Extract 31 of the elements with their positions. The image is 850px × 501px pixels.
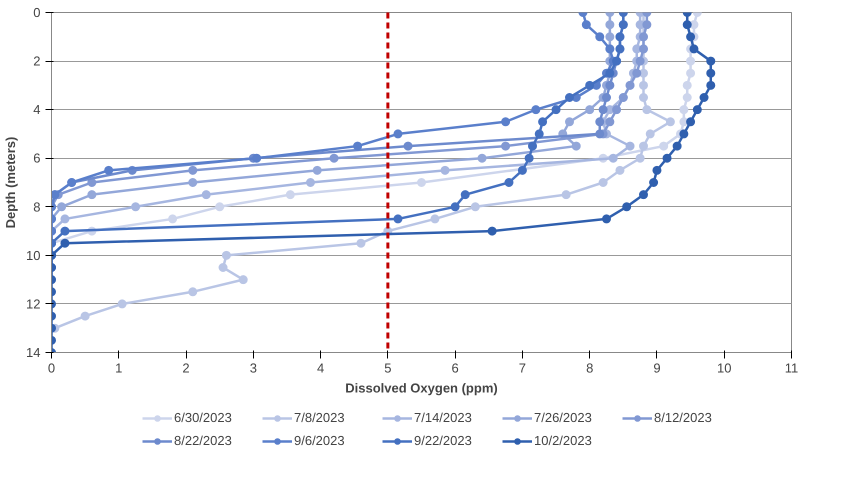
x-tick-label: 10 bbox=[716, 360, 732, 376]
legend-label: 8/22/2023 bbox=[174, 433, 233, 448]
x-tick-label: 8 bbox=[586, 360, 594, 376]
legend-label: 9/6/2023 bbox=[294, 433, 346, 448]
legend-label: 10/2/2023 bbox=[534, 433, 593, 448]
x-tick-label: 7 bbox=[518, 360, 526, 376]
x-tick-label: 2 bbox=[182, 360, 190, 376]
legend-label: 7/26/2023 bbox=[534, 410, 593, 425]
x-tick-label: 5 bbox=[384, 360, 392, 376]
y-tick-label: 14 bbox=[26, 345, 41, 360]
y-tick-label: 10 bbox=[26, 248, 41, 263]
legend-label: 7/8/2023 bbox=[294, 410, 346, 425]
x-axis-title: Dissolved Oxygen (ppm) bbox=[345, 380, 498, 396]
x-tick-label: 3 bbox=[250, 360, 257, 376]
x-tick-label: 9 bbox=[653, 360, 661, 376]
x-tick-label: 1 bbox=[115, 360, 122, 376]
y-tick-label: 6 bbox=[33, 150, 41, 166]
legend-label: 8/12/2023 bbox=[654, 410, 713, 425]
x-tick-label: 4 bbox=[316, 360, 324, 376]
legend-label: 6/30/2023 bbox=[174, 410, 233, 425]
x-tick-label: 0 bbox=[48, 360, 56, 376]
x-tick-label: 6 bbox=[452, 360, 459, 376]
y-tick-label: 12 bbox=[26, 296, 41, 312]
legend-label: 9/22/2023 bbox=[414, 433, 473, 448]
y-tick-label: 2 bbox=[33, 54, 41, 69]
x-tick-label: 11 bbox=[784, 360, 798, 376]
legend-label: 7/14/2023 bbox=[414, 410, 473, 425]
y-axis-title: Depth (meters) bbox=[3, 136, 18, 228]
y-tick-label: 4 bbox=[33, 102, 41, 118]
y-tick-label: 0 bbox=[33, 5, 41, 20]
y-tick-label: 8 bbox=[33, 199, 41, 214]
